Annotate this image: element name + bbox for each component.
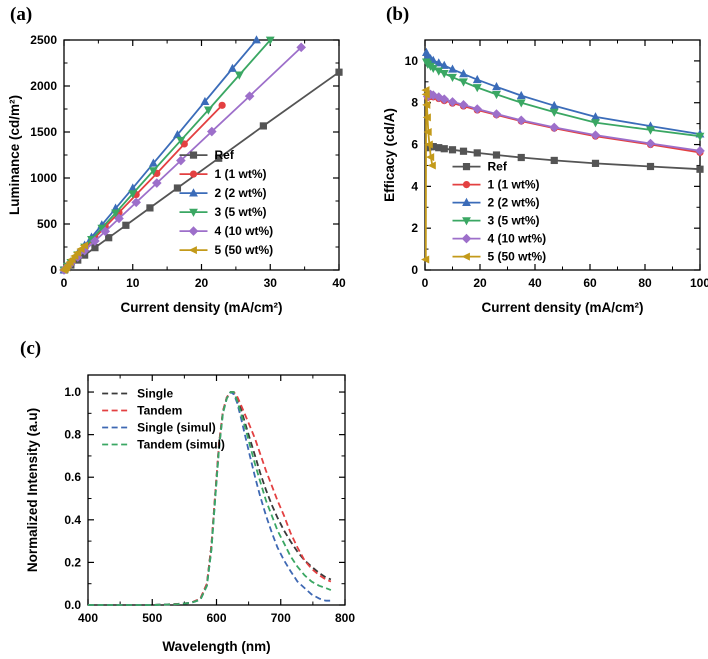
svg-text:700: 700 <box>271 611 291 625</box>
svg-text:Wavelength (nm): Wavelength (nm) <box>162 639 270 654</box>
luminance-vs-current-density-chart: 0 10 20 30 40 0 500 1000 1500 2000 2500 Current den… <box>7 33 346 315</box>
svg-text:3 (5 wt%): 3 (5 wt%) <box>215 205 267 219</box>
svg-text:0.2: 0.2 <box>64 555 81 569</box>
svg-text:2 (2 wt%): 2 (2 wt%) <box>488 196 540 210</box>
svg-text:40: 40 <box>332 276 346 290</box>
svg-text:10: 10 <box>405 54 419 68</box>
svg-text:2: 2 <box>411 221 418 235</box>
svg-text:0.6: 0.6 <box>64 470 81 484</box>
el-spectrum-chart: 400 500 600 700 800 0.0 0.2 0.4 0.6 0.8 1.0 Wavelen… <box>25 374 355 654</box>
svg-text:400: 400 <box>78 611 98 625</box>
svg-text:500: 500 <box>37 217 57 231</box>
svg-text:100: 100 <box>690 276 708 290</box>
svg-text:2 (2 wt%): 2 (2 wt%) <box>215 186 267 200</box>
panel-label-b: (b) <box>386 4 410 25</box>
svg-text:Current density (mA/cm²): Current density (mA/cm²) <box>120 300 282 315</box>
svg-text:Tandem: Tandem <box>137 404 182 418</box>
svg-text:20: 20 <box>473 276 487 290</box>
svg-text:4: 4 <box>411 179 418 193</box>
svg-text:1500: 1500 <box>30 125 57 139</box>
svg-text:0: 0 <box>50 263 57 277</box>
svg-text:40: 40 <box>528 276 542 290</box>
svg-text:80: 80 <box>638 276 652 290</box>
svg-text:Single: Single <box>137 387 173 401</box>
svg-text:Ref: Ref <box>488 160 508 174</box>
svg-text:Single (simul): Single (simul) <box>137 421 216 435</box>
svg-text:1000: 1000 <box>30 171 57 185</box>
svg-text:2000: 2000 <box>30 79 57 93</box>
svg-text:0.0: 0.0 <box>64 598 81 612</box>
svg-text:0.8: 0.8 <box>64 428 81 442</box>
svg-text:3 (5 wt%): 3 (5 wt%) <box>488 214 540 228</box>
svg-text:10: 10 <box>126 276 140 290</box>
svg-text:8: 8 <box>411 96 418 110</box>
svg-text:6: 6 <box>411 138 418 152</box>
svg-text:Current density (mA/cm²): Current density (mA/cm²) <box>481 300 643 315</box>
svg-text:500: 500 <box>142 611 162 625</box>
svg-text:Luminance (cd/m²): Luminance (cd/m²) <box>7 95 22 215</box>
svg-text:800: 800 <box>335 611 355 625</box>
svg-text:Normalized Intensity (a.u): Normalized Intensity (a.u) <box>25 408 40 572</box>
svg-text:1 (1 wt%): 1 (1 wt%) <box>488 178 540 192</box>
svg-text:0: 0 <box>422 276 429 290</box>
svg-text:1 (1 wt%): 1 (1 wt%) <box>215 167 267 181</box>
svg-text:2500: 2500 <box>30 33 57 47</box>
svg-text:Ref: Ref <box>215 148 235 162</box>
svg-text:Tandem (simul): Tandem (simul) <box>137 438 225 452</box>
svg-text:1.0: 1.0 <box>64 385 81 399</box>
svg-text:60: 60 <box>583 276 597 290</box>
svg-text:Efficacy (cd/A): Efficacy (cd/A) <box>382 108 397 202</box>
panel-label-c: (c) <box>20 338 42 359</box>
svg-text:600: 600 <box>206 611 226 625</box>
svg-text:4 (10 wt%): 4 (10 wt%) <box>215 224 274 238</box>
panel-label-a: (a) <box>10 4 33 25</box>
efficacy-vs-current-density-chart: 0 20 40 60 80 100 0 2 4 6 8 10 Current density (mA/c… <box>382 39 708 315</box>
svg-text:0: 0 <box>411 263 418 277</box>
svg-text:4 (10 wt%): 4 (10 wt%) <box>488 232 547 246</box>
svg-text:30: 30 <box>264 276 278 290</box>
svg-text:20: 20 <box>195 276 209 290</box>
svg-text:0.4: 0.4 <box>64 513 81 527</box>
svg-text:5 (50 wt%): 5 (50 wt%) <box>488 250 547 264</box>
svg-text:0: 0 <box>61 276 68 290</box>
svg-text:5 (50 wt%): 5 (50 wt%) <box>215 243 274 257</box>
